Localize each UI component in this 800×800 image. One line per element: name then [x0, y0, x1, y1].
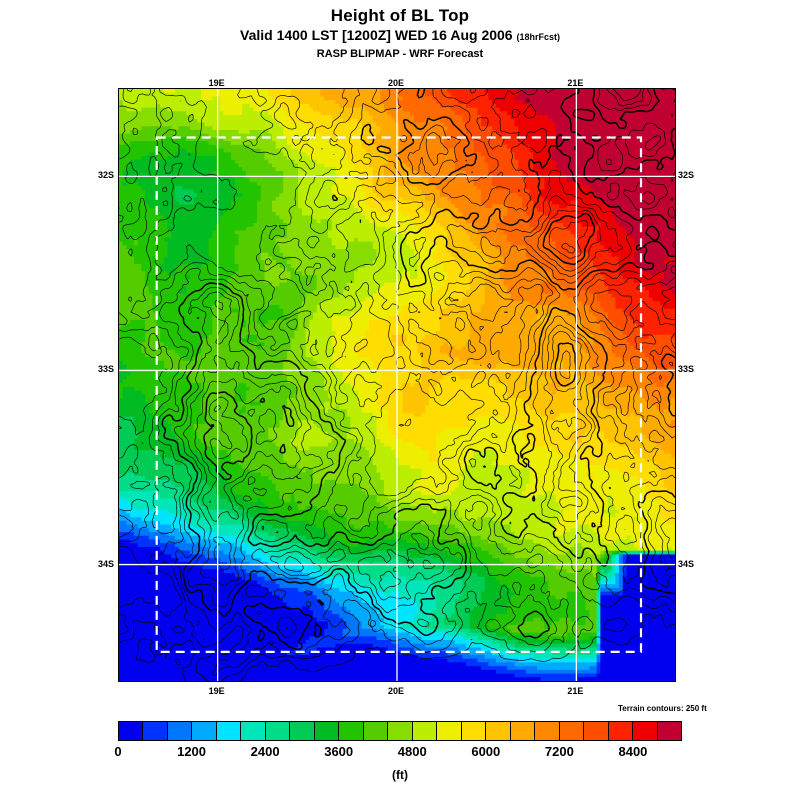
axis-tick-label: 20E — [388, 686, 404, 696]
colorbar-tick-label: 1200 — [177, 744, 206, 759]
axis-tick-label: 19E — [209, 686, 225, 696]
axis-tick-label: 33S — [98, 364, 114, 374]
colorbar-tick-label: 4800 — [398, 744, 427, 759]
colorbar-swatch — [584, 722, 609, 740]
colorbar-swatch — [290, 722, 315, 740]
axis-tick-label: 34S — [678, 559, 694, 569]
colorbar-swatch — [265, 722, 291, 740]
axis-tick-label: 33S — [678, 364, 694, 374]
colorbar-swatch — [192, 722, 217, 740]
colorbar-swatch — [437, 722, 462, 740]
colorbar-swatch — [633, 722, 658, 740]
title-block: Height of BL Top Valid 1400 LST [1200Z] … — [0, 0, 800, 62]
page-title: Height of BL Top — [0, 6, 800, 26]
colorbar-swatch — [412, 722, 438, 740]
axis-tick-label: 21E — [567, 78, 583, 88]
colorbar-swatch — [535, 722, 560, 740]
colorbar-swatches — [118, 721, 682, 741]
axis-tick-label: 20E — [388, 78, 404, 88]
colorbar-tick-label: 6000 — [471, 744, 500, 759]
colorbar-swatch — [314, 722, 340, 740]
model-source-text: RASP BLIPMAP - WRF Forecast — [0, 46, 800, 62]
colorbar-tick-label: 2400 — [251, 744, 280, 759]
axis-tick-label: 32S — [98, 170, 114, 180]
colorbar-tick-label: 3600 — [324, 744, 353, 759]
map-frame — [118, 88, 676, 682]
colorbar[interactable] — [118, 721, 682, 741]
colorbar-tick-label: 0 — [114, 744, 121, 759]
colorbar-swatch — [143, 722, 168, 740]
latlon-gridline-layer — [119, 89, 675, 681]
colorbar-swatch — [559, 722, 585, 740]
axis-tick-label: 34S — [98, 559, 114, 569]
colorbar-swatch — [461, 722, 487, 740]
axis-tick-label: 19E — [209, 78, 225, 88]
colorbar-swatch — [241, 722, 266, 740]
valid-time-text: Valid 1400 LST [1200Z] WED 16 Aug 2006 — [240, 27, 513, 43]
colorbar-swatch — [363, 722, 389, 740]
map-container[interactable] — [118, 88, 676, 682]
terrain-contour-layer — [119, 89, 675, 681]
inner-domain-box — [155, 136, 643, 654]
colorbar-swatch — [608, 722, 634, 740]
colorbar-unit-label: (ft) — [0, 768, 800, 782]
colorbar-swatch — [657, 722, 682, 740]
colorbar-tick-label: 7200 — [545, 744, 574, 759]
colorbar-swatch — [119, 722, 144, 740]
colorbar-swatch — [216, 722, 242, 740]
axis-tick-label: 32S — [678, 170, 694, 180]
axis-tick-label: 21E — [567, 686, 583, 696]
valid-time-line: Valid 1400 LST [1200Z] WED 16 Aug 2006 (… — [0, 26, 800, 46]
colorbar-tick-label: 8400 — [618, 744, 647, 759]
colorbar-swatch — [388, 722, 413, 740]
colorbar-swatch — [339, 722, 364, 740]
terrain-contour-note: Terrain contours: 250 ft — [618, 704, 707, 713]
contour-map-svg — [119, 89, 675, 681]
colorbar-swatch — [486, 722, 511, 740]
colorbar-swatch — [510, 722, 536, 740]
colorbar-swatch — [167, 722, 193, 740]
forecast-hour-text: (18hrFcst) — [516, 32, 560, 42]
